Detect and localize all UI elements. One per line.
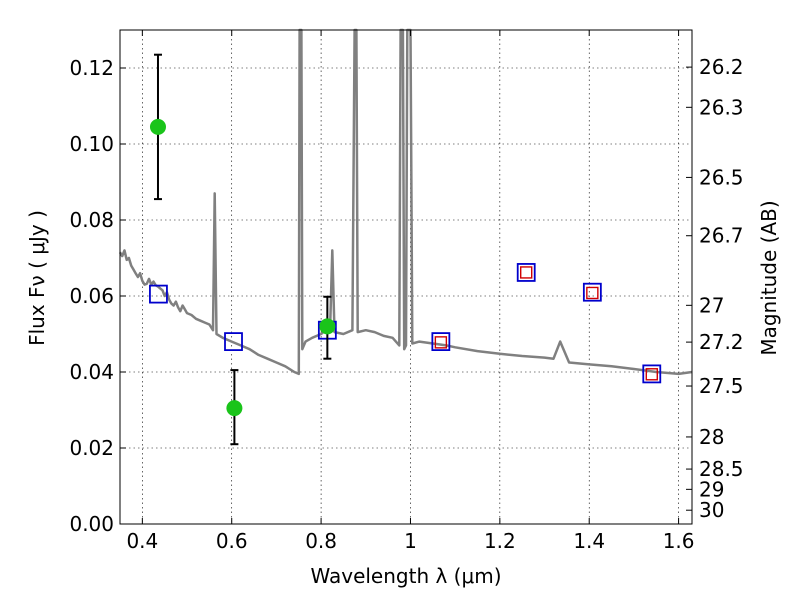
observed-point	[226, 400, 243, 417]
y-tick-label: 0.04	[69, 360, 114, 384]
observed-point	[149, 118, 166, 135]
mag-tick-label: 26.2	[699, 55, 744, 79]
x-tick-label: 0.4	[126, 529, 158, 553]
y-tick-label: 0.12	[69, 56, 114, 80]
spectrum-line	[118, 28, 693, 376]
model-point-square	[642, 364, 662, 384]
model-point-alt-square	[434, 336, 448, 349]
x-tick-label: 0.6	[216, 529, 248, 553]
axis-ticks: 0.4 0.6 0.8 1 1.2 1.4 1.6 0.00 0.02 0.04 0.06 0.08 0…	[69, 30, 744, 553]
mag-tick-label: 26.7	[699, 224, 744, 248]
model-point-square	[149, 284, 168, 304]
y-axis-label-left: Flux Fν ( μJy )	[25, 210, 49, 346]
y-tick-label: 0.10	[69, 132, 114, 156]
mag-tick-label: 26.3	[699, 95, 744, 119]
x-tick-label: 0.8	[305, 529, 337, 553]
model-point-square	[516, 263, 536, 282]
x-tick-label: 1.6	[663, 529, 695, 553]
y-tick-label: 0.02	[69, 436, 114, 460]
plot-frame	[119, 29, 693, 525]
model-point-square	[224, 332, 243, 352]
y-tick-label: 0.06	[69, 284, 114, 308]
points-layer	[149, 53, 662, 446]
mag-tick-label: 29	[699, 477, 724, 501]
model-point-alt-square	[586, 286, 599, 300]
x-tick-label: 1.4	[573, 529, 605, 553]
mag-tick-label: 27.2	[699, 330, 744, 354]
y-axis-label-right: Magnitude (AB)	[757, 200, 781, 355]
mag-tick-label: 28	[699, 425, 724, 449]
x-axis-label: Wavelength λ (μm)	[310, 564, 501, 588]
model-point-square	[582, 282, 602, 302]
y-tick-label: 0.00	[69, 512, 114, 536]
mag-tick-label: 30	[699, 498, 724, 522]
mag-tick-label: 28.5	[699, 457, 744, 481]
model-point-square	[431, 332, 451, 352]
observed-point	[319, 318, 336, 335]
x-tick-label: 1	[404, 529, 417, 553]
mag-tick-label: 27	[699, 293, 724, 317]
y-tick-label: 0.08	[69, 208, 114, 232]
model-point-alt-square	[520, 266, 533, 279]
spectrum-layer	[118, 28, 693, 376]
mag-tick-label: 27.5	[699, 374, 744, 398]
x-tick-label: 1.2	[484, 529, 516, 553]
model-point-alt-square	[645, 368, 658, 381]
mag-tick-label: 26.5	[699, 165, 744, 189]
